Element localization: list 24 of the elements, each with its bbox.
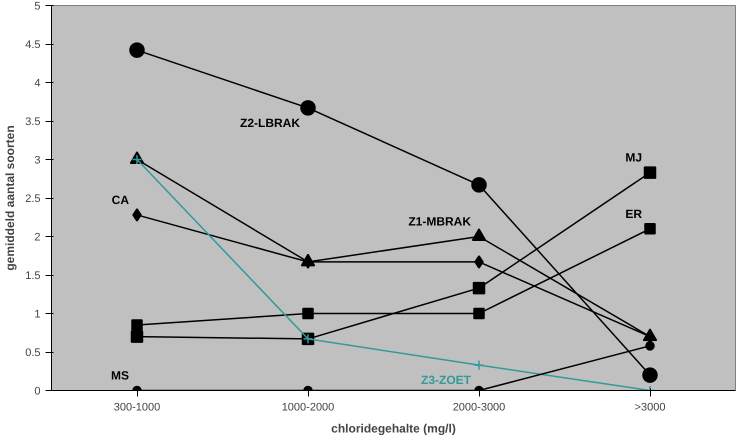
y-tick-label: 1 [34, 308, 41, 320]
x-tick-label: >3000 [634, 402, 666, 414]
x-tick-label: 1000-2000 [282, 402, 334, 414]
series-label: MJ [625, 150, 642, 165]
y-tick-label: 1.5 [25, 270, 41, 282]
y-tick-label: 2.5 [25, 193, 41, 205]
y-tick-label: 5 [34, 0, 41, 12]
y-tick-label: 0.5 [25, 347, 41, 359]
series-label: MS [111, 368, 129, 382]
series-label: Z2-LBRAK [240, 116, 300, 130]
x-tick-label: 2000-3000 [452, 402, 506, 414]
x-tick-label: 300-1000 [114, 402, 160, 414]
y-tick-label: 3 [34, 154, 41, 166]
series-label: Z1-MBRAK [408, 214, 472, 228]
x-axis-title: chloridegehalte (mg/l) [331, 422, 456, 436]
y-tick-label: 3.5 [25, 116, 41, 128]
series-label: Z3-ZOET [421, 373, 472, 388]
y-tick-label: 0 [34, 386, 41, 398]
series-label: CA [112, 192, 130, 207]
y-tick-label: 4.5 [25, 39, 41, 51]
y-tick-label: 4 [34, 78, 41, 90]
y-axis-title: gemiddeld aantal soorten [3, 125, 18, 271]
y-tick-label: 2 [34, 232, 41, 244]
series-label: ER [625, 206, 642, 221]
